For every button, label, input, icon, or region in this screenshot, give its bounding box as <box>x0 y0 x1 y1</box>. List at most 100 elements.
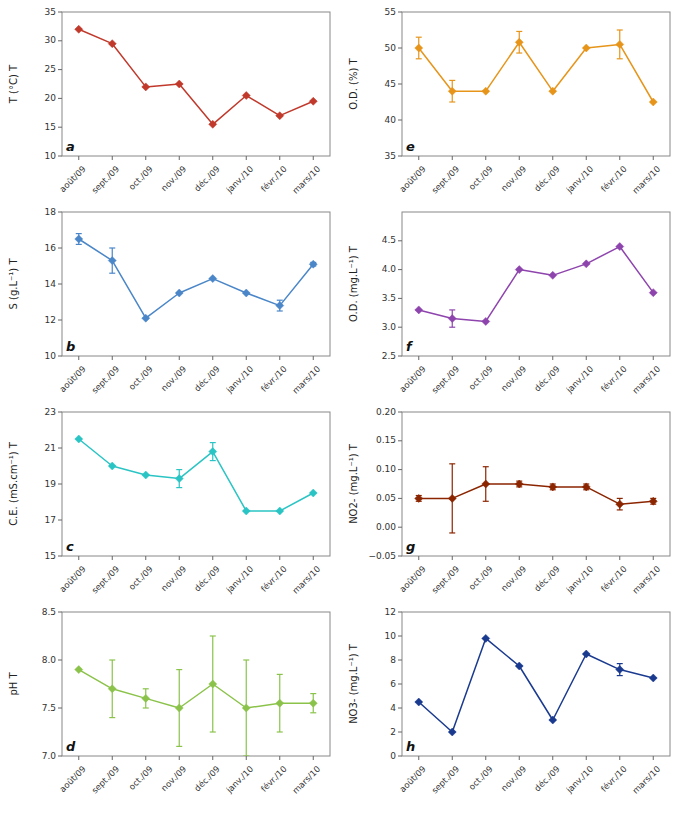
x-tick <box>279 756 280 760</box>
y-axis-label: NO3- (mg.L⁻¹) T <box>348 643 359 724</box>
y-tick-label: 2 <box>390 727 396 737</box>
y-tick <box>398 708 402 709</box>
x-tick-label: sept./09 <box>430 364 462 396</box>
data-area <box>415 634 658 736</box>
y-tick-label: −0.05 <box>368 551 396 561</box>
marker <box>309 97 317 105</box>
x-tick <box>552 156 553 160</box>
x-tick <box>418 556 419 560</box>
marker <box>175 704 183 712</box>
panel-label: b <box>66 339 75 354</box>
y-axis-label: O.D. (mg.L⁻¹) T <box>348 245 359 322</box>
y-tick <box>398 269 402 270</box>
x-tick-label: nov./09 <box>159 164 188 193</box>
marker <box>616 40 624 48</box>
x-tick-label: déc./09 <box>532 564 561 593</box>
x-tick-label: août/09 <box>397 364 427 394</box>
y-tick <box>58 660 62 661</box>
y-tick-label: 8 <box>390 655 396 665</box>
marker <box>515 38 523 46</box>
marker <box>108 462 116 470</box>
marker <box>482 480 490 488</box>
y-tick <box>58 284 62 285</box>
line <box>79 29 314 124</box>
marker <box>616 500 624 508</box>
marker <box>415 306 423 314</box>
error-bar <box>109 248 115 273</box>
line <box>419 247 654 322</box>
marker <box>175 475 183 483</box>
x-tick <box>485 156 486 160</box>
error-bar <box>617 498 623 510</box>
y-tick-label: 4 <box>390 703 396 713</box>
x-tick <box>452 356 453 360</box>
marker <box>309 699 317 707</box>
x-tick-label: sept./09 <box>90 364 122 396</box>
marker <box>75 666 83 674</box>
error-bar <box>416 37 422 59</box>
x-tick <box>519 156 520 160</box>
data-area <box>75 234 318 323</box>
marker <box>448 87 456 95</box>
marker <box>482 634 490 642</box>
y-tick <box>58 520 62 521</box>
x-tick-label: mars/10 <box>630 764 662 796</box>
data-area <box>75 25 318 128</box>
x-tick <box>653 756 654 760</box>
panel-label: e <box>406 139 415 154</box>
y-axis-label: T (°C) T <box>8 64 19 104</box>
marker <box>209 120 217 128</box>
x-tick <box>145 756 146 760</box>
x-tick <box>212 156 213 160</box>
y-axis-label: O.D. (%) T <box>348 57 359 109</box>
marker <box>415 494 423 502</box>
x-tick-label: août/09 <box>57 364 87 394</box>
x-tick-label: août/09 <box>397 564 427 594</box>
x-tick <box>145 156 146 160</box>
marker <box>75 25 83 33</box>
marker <box>549 483 557 491</box>
x-tick-label: sept./09 <box>430 164 462 196</box>
y-tick <box>58 156 62 157</box>
line <box>419 42 654 102</box>
x-tick <box>78 756 79 760</box>
x-tick <box>145 356 146 360</box>
x-tick <box>653 356 654 360</box>
x-tick <box>552 556 553 560</box>
y-tick <box>398 84 402 85</box>
marker <box>142 314 150 322</box>
marker <box>448 728 456 736</box>
data-area <box>415 30 658 106</box>
x-tick <box>212 756 213 760</box>
y-tick-label: 45 <box>385 79 396 89</box>
x-tick-label: janv./10 <box>564 364 596 396</box>
x-tick-label: mars/10 <box>290 564 322 596</box>
x-tick <box>485 556 486 560</box>
x-tick <box>313 356 314 360</box>
y-tick-label: 3.0 <box>382 322 397 332</box>
x-tick-label: janv./10 <box>224 764 256 796</box>
x-tick <box>619 156 620 160</box>
y-axis-label: pH T <box>8 672 19 696</box>
x-tick <box>653 556 654 560</box>
x-tick <box>519 356 520 360</box>
x-tick-label: oct./09 <box>467 164 495 192</box>
panel: 3540455055août/09sept./09oct./09nov./09d… <box>348 7 670 196</box>
data-area <box>415 464 658 533</box>
marker <box>482 317 490 325</box>
panel: 1012141618août/09sept./09oct./09nov./09d… <box>8 207 330 396</box>
x-tick <box>179 756 180 760</box>
marker <box>515 480 523 488</box>
marker <box>549 87 557 95</box>
marker <box>582 650 590 658</box>
x-tick-label: nov./09 <box>159 564 188 593</box>
x-tick <box>313 156 314 160</box>
error-bar <box>449 464 455 533</box>
y-tick-label: 21 <box>45 443 56 453</box>
x-tick-label: oct./09 <box>127 164 155 192</box>
x-tick <box>246 756 247 760</box>
x-tick-label: oct./09 <box>127 364 155 392</box>
y-tick <box>398 240 402 241</box>
y-tick <box>58 484 62 485</box>
x-tick <box>586 556 587 560</box>
